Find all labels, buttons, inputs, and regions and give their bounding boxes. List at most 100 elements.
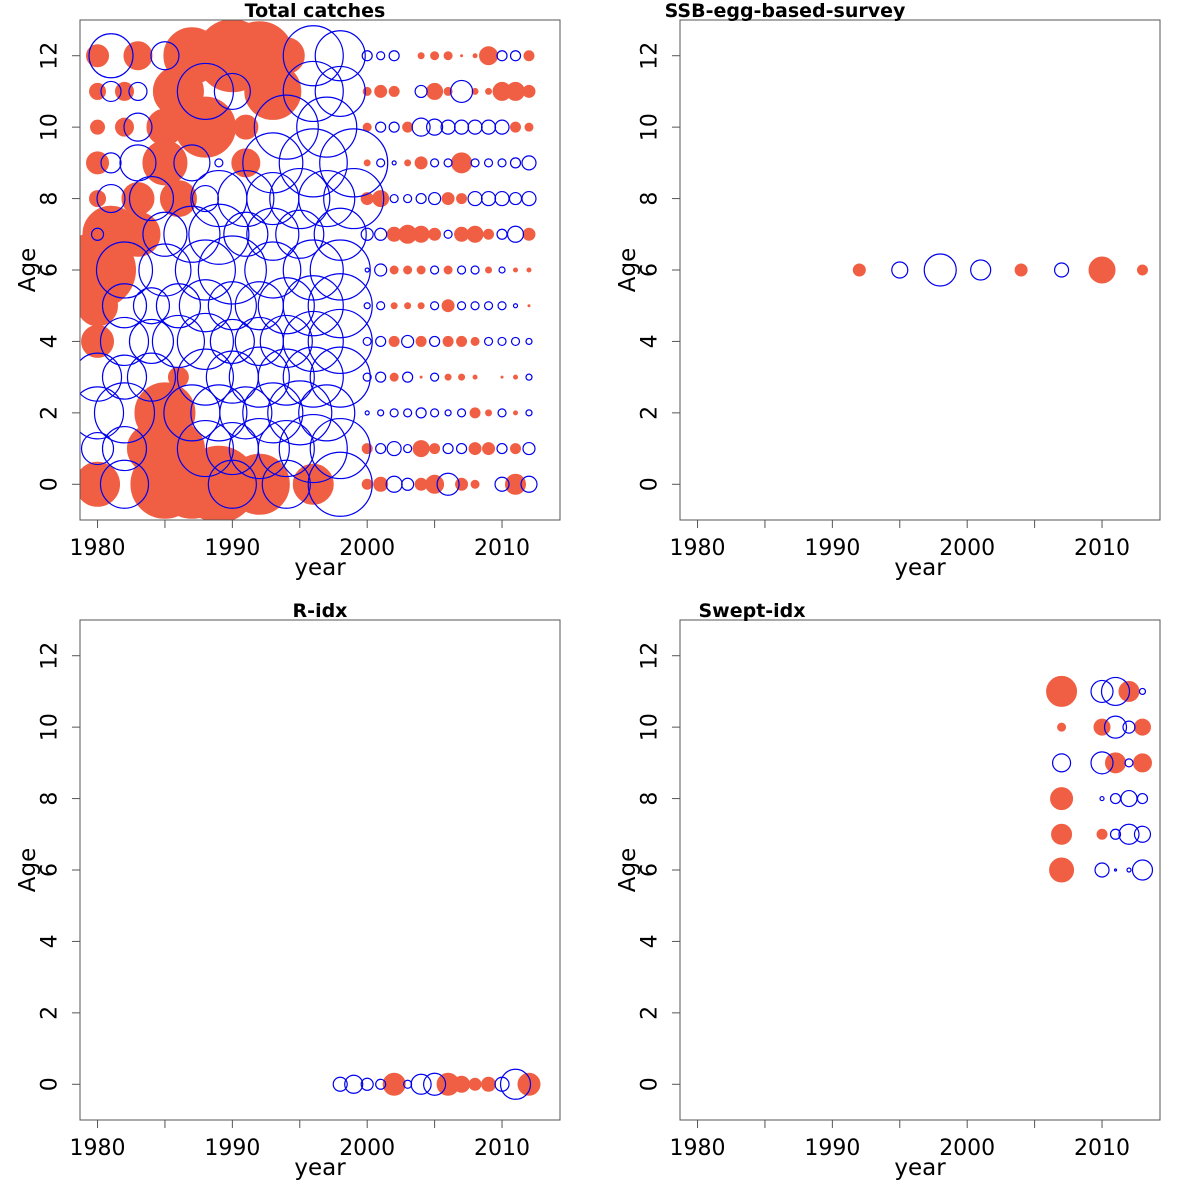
positive-residual-bubble (479, 46, 499, 66)
negative-residual-bubble (415, 192, 427, 205)
y-tick-label: 10 (638, 713, 663, 741)
negative-residual-bubble (1090, 751, 1114, 775)
negative-residual-bubble (443, 158, 453, 168)
negative-residual-bubble (80, 386, 125, 440)
negative-residual-bubble (307, 273, 373, 339)
negative-residual-bubble (332, 1076, 348, 1092)
negative-residual-bubble (123, 112, 153, 142)
negative-residual-bubble (93, 382, 156, 444)
positive-residual-bubble (458, 373, 466, 381)
negative-residual-bubble (429, 335, 441, 348)
negative-residual-bubble (430, 408, 440, 418)
negative-residual-bubble (1133, 825, 1152, 843)
negative-residual-bubble (257, 277, 315, 335)
negative-residual-bubble (1138, 687, 1147, 696)
y-tick-label: 4 (38, 334, 63, 348)
negative-residual-bubble (1053, 262, 1070, 278)
positive-residual-bubble (451, 152, 473, 174)
positive-residual-bubble (444, 373, 452, 381)
negative-residual-bubble (401, 477, 415, 491)
negative-residual-bubble (415, 407, 427, 419)
positive-residual-bubble (389, 372, 399, 382)
negative-residual-bubble (428, 191, 442, 206)
negative-residual-bubble (259, 314, 313, 369)
negative-residual-bubble (309, 417, 371, 480)
x-tick-label: 2010 (1074, 536, 1130, 561)
negative-residual-bubble (138, 243, 192, 297)
panel-4: 1980 1990 2000 2010 year 0 2 4 6 8 10 12 Age Swept-id… (615, 600, 1161, 1181)
x-tick-label: 2000 (939, 536, 995, 561)
negative-residual-bubble (100, 80, 122, 103)
positive-residual-bubble (412, 440, 430, 458)
negative-residual-bubble (520, 475, 538, 493)
negative-residual-bubble (401, 334, 415, 349)
negative-residual-bubble (95, 241, 154, 299)
positive-residual-bubble (1051, 823, 1073, 845)
negative-residual-bubble (386, 440, 402, 457)
negative-residual-bubble (525, 337, 533, 346)
negative-residual-bubble (1100, 676, 1131, 707)
x-tick-label: 1980 (670, 536, 726, 561)
positive-residual-bubble (513, 374, 519, 380)
negative-residual-bubble (449, 79, 474, 104)
negative-residual-bubble (267, 380, 333, 446)
x-axis: 1980 1990 2000 2010 year (670, 520, 1130, 581)
chart-title: R-idx (293, 600, 348, 622)
positive-residual-bubble (456, 193, 468, 205)
negative-residual-bubble (244, 241, 302, 299)
y-axis-label: Age (615, 248, 641, 292)
y-tick-label: 10 (638, 113, 663, 141)
negative-residual-bubble (176, 312, 234, 371)
negative-residual-bubble (309, 239, 371, 301)
negative-residual-bubble (174, 239, 236, 301)
negative-residual-bubble (521, 155, 537, 171)
positive-residual-bubble (505, 473, 527, 495)
positive-residual-bubble (523, 50, 535, 62)
negative-residual-bubble (496, 442, 508, 455)
y-tick-label: 6 (638, 863, 663, 877)
positive-residual-bubble (468, 1077, 482, 1091)
negative-residual-bubble (521, 190, 537, 207)
panel-3: 1980 1990 2000 2010 year 0 2 4 6 8 10 12 Age R-idx (15, 600, 561, 1181)
y-axis-label: Age (615, 848, 641, 892)
positive-residual-bubble (443, 51, 453, 61)
x-tick-label: 2010 (1074, 1136, 1130, 1161)
negative-residual-bubble (510, 336, 521, 347)
negative-residual-bubble (442, 442, 454, 455)
positive-residual-bubble (428, 227, 442, 241)
x-tick-label: 1980 (670, 1136, 726, 1161)
negative-residual-bubble (443, 229, 453, 239)
y-axis-label: Age (15, 248, 41, 292)
negative-residual-bubble (498, 266, 506, 274)
negative-residual-bubble (455, 442, 468, 455)
positive-residual-bubble (1046, 675, 1078, 707)
negative-residual-bubble (217, 169, 275, 228)
x-axis-label: year (294, 1155, 346, 1181)
negative-residual-bubble (100, 152, 122, 174)
y-axis-label: Age (15, 848, 41, 892)
positive-residual-bubble (1049, 857, 1075, 883)
negative-residual-bubble (1109, 792, 1122, 805)
y-tick-label: 2 (38, 1006, 63, 1020)
y-axis: 0 2 4 6 8 10 12 Age (615, 42, 680, 491)
positive-residual-bubble (416, 265, 426, 275)
negative-residual-bubble (499, 1068, 532, 1100)
negative-residual-bubble (494, 190, 510, 207)
positive-residual-bubble (430, 51, 440, 61)
x-axis-label: year (294, 555, 346, 581)
negative-residual-bubble (426, 118, 444, 136)
negative-residual-bubble (282, 275, 344, 337)
positive-residual-bubble (80, 285, 119, 327)
negative-residual-bubble (430, 265, 440, 275)
negative-residual-bubble (467, 190, 483, 207)
negative-residual-bubble (1103, 715, 1128, 739)
positive-residual-bubble (388, 85, 400, 97)
negative-residual-bubble (403, 408, 413, 418)
bubbles (1046, 675, 1154, 883)
chart-title: Total catches (245, 0, 386, 22)
negative-residual-bubble (375, 121, 387, 133)
negative-residual-bubble (307, 451, 373, 517)
negative-residual-bubble (506, 225, 525, 243)
negative-residual-bubble (509, 50, 522, 62)
negative-residual-bubble (150, 41, 180, 71)
